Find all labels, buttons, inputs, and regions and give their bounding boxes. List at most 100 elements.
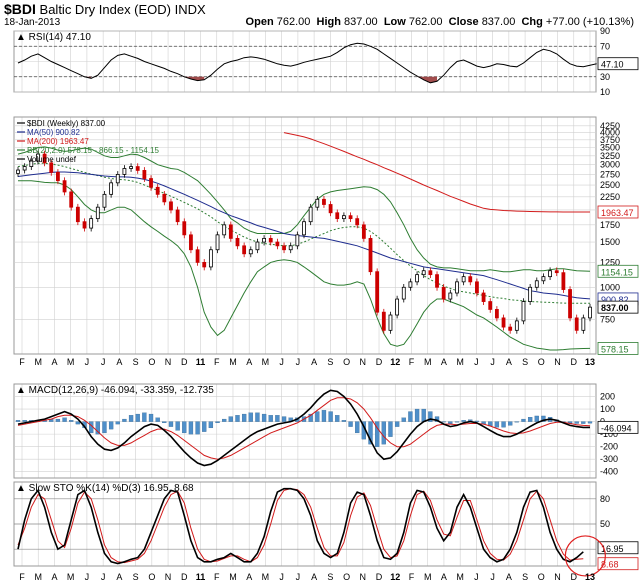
candle — [561, 272, 566, 290]
price-value-tag-box — [597, 300, 639, 314]
macd-panel — [13, 383, 597, 479]
macd-histogram-bar — [128, 415, 134, 422]
x-axis-label: N — [554, 357, 561, 367]
candle — [69, 191, 74, 208]
x-axis-label: F — [19, 357, 25, 367]
x-axis-label: O — [538, 357, 545, 367]
candle — [481, 292, 486, 302]
macd-value-tag-box — [597, 420, 639, 434]
macd-histogram-bar — [95, 421, 100, 435]
candle — [222, 224, 227, 236]
candle — [162, 193, 167, 203]
candle — [268, 237, 273, 243]
x-axis-label-bottom: D — [376, 572, 383, 582]
price-tick-label: 1500 — [600, 237, 620, 247]
candle — [421, 270, 426, 276]
macd-value-tag: -46.094 — [601, 423, 632, 433]
candle — [375, 271, 380, 313]
rsi-value-tag-box — [597, 57, 639, 71]
macd-tick-label: -300 — [600, 454, 618, 464]
macd-histogram-bar — [401, 417, 406, 422]
x-axis-label-bottom: 12 — [390, 572, 400, 582]
x-axis-label-bottom: 13 — [585, 572, 595, 582]
close-label: Close — [448, 16, 479, 28]
macd-histogram-bar — [69, 420, 74, 422]
x-axis-label: J — [85, 357, 90, 367]
macd-histogram-bar — [308, 413, 313, 422]
macd-histogram-bar — [454, 421, 460, 423]
candle — [42, 153, 47, 164]
x-axis-label-bottom: S — [327, 572, 333, 582]
macd-histogram-bar — [541, 415, 546, 422]
macd-histogram-bar — [222, 418, 227, 422]
candle — [29, 160, 34, 167]
candle — [415, 274, 419, 283]
macd-legend: ▲ MACD(12,26,9) -46.094, -33.359, -12.73… — [16, 385, 214, 396]
candle — [288, 245, 293, 251]
x-axis-label-bottom: A — [51, 572, 57, 582]
macd-histogram-bar — [315, 411, 320, 422]
macd-histogram-bar — [62, 417, 67, 422]
macd-histogram-bar — [434, 416, 440, 422]
candle — [501, 317, 506, 328]
sto-d-value-tag-box — [597, 557, 639, 571]
ma200-line — [283, 132, 590, 213]
x-axis-label-bottom: N — [360, 572, 367, 582]
price-tick-label: 2750 — [600, 169, 620, 179]
candle — [475, 281, 479, 294]
price-value-tag: 900.82 — [601, 295, 629, 305]
bb-upper-line — [17, 146, 591, 273]
candle — [228, 224, 233, 239]
price-tick-label: 2250 — [600, 192, 620, 202]
x-axis-label-bottom: A — [246, 572, 252, 582]
macd-histogram-bar — [581, 421, 586, 424]
macd-histogram-bar — [155, 417, 160, 422]
macd-histogram-bar — [215, 421, 220, 424]
price-legend-item: Volume undef — [27, 155, 77, 164]
candle — [568, 289, 572, 319]
x-axis-label: M — [424, 357, 432, 367]
macd-line — [17, 389, 590, 467]
candle — [528, 286, 533, 302]
x-axis-label-bottom: J — [85, 572, 90, 582]
macd-histogram-bar — [162, 421, 167, 424]
candle — [388, 314, 393, 331]
chg-label: Chg — [521, 16, 543, 28]
candle — [408, 281, 413, 288]
x-axis-label-bottom: J — [101, 572, 106, 582]
x-axis-label: J — [101, 357, 106, 367]
x-axis-label-bottom: F — [19, 572, 25, 582]
price-value-tag-box — [597, 342, 639, 355]
candle — [494, 309, 499, 319]
candle — [322, 198, 326, 205]
candle — [514, 320, 519, 331]
x-axis-label: A — [506, 357, 512, 367]
macd-histogram-bar — [15, 420, 21, 422]
candle — [56, 171, 60, 182]
sto-d-line — [17, 488, 584, 564]
macd-histogram-bar — [441, 421, 446, 423]
macd-signal-line — [17, 397, 591, 460]
open-label: Open — [245, 16, 274, 28]
candle — [109, 182, 114, 195]
candle — [308, 206, 313, 223]
macd-histogram-bar — [268, 415, 273, 422]
x-axis-label: D — [181, 357, 188, 367]
x-axis-label-bottom: A — [506, 572, 512, 582]
candle — [102, 193, 107, 208]
x-axis-label: 12 — [390, 357, 400, 367]
x-axis-label: A — [51, 357, 57, 367]
close-value: 837.00 — [481, 16, 516, 28]
candle — [335, 212, 340, 220]
rsi-tick-label: 70 — [600, 41, 610, 51]
macd-histogram-bar — [142, 412, 147, 422]
candle — [534, 280, 539, 288]
x-axis-label: A — [441, 357, 447, 367]
macd-histogram-bar — [188, 421, 194, 435]
candle — [342, 215, 346, 220]
price-value-tag: 1154.15 — [601, 267, 633, 277]
macd-histogram-bar — [75, 421, 81, 425]
candle — [275, 241, 280, 247]
macd-histogram-bar — [202, 421, 207, 432]
